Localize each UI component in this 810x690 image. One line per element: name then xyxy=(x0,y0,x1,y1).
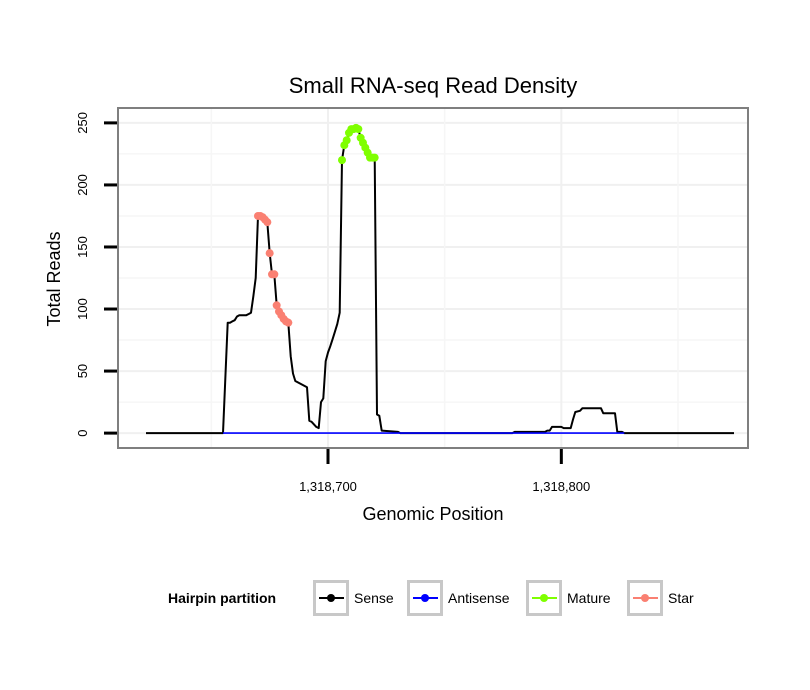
axes: 0 50 100 150 200 250 1,318,700 1,318,800 xyxy=(75,107,749,494)
series-mature-point xyxy=(354,125,363,134)
series-star-point xyxy=(272,301,281,310)
series-mature-point xyxy=(342,136,351,145)
series-star-point xyxy=(270,270,279,279)
legend-antisense-label: Antisense xyxy=(448,590,510,606)
grid-lines xyxy=(118,108,748,448)
series-mature-point xyxy=(370,153,379,162)
chart-title: Small RNA-seq Read Density xyxy=(289,73,578,98)
y-tick-label: 0 xyxy=(75,429,90,436)
legend-sense-key-point xyxy=(327,594,335,602)
legend-sense-label: Sense xyxy=(354,590,394,606)
legend-antisense-key-point xyxy=(421,594,429,602)
legend: Hairpin partition Sense Antisense Mature St… xyxy=(168,580,694,616)
y-axis-title: Total Reads xyxy=(44,231,64,326)
y-tick-label: 150 xyxy=(75,236,90,258)
series-mature-point xyxy=(338,156,346,165)
plot-border xyxy=(117,107,749,449)
x-axis-title: Genomic Position xyxy=(362,504,503,524)
legend-mature-label: Mature xyxy=(567,590,611,606)
series-star-point xyxy=(284,318,293,327)
y-tick-label: 200 xyxy=(75,174,90,196)
legend-mature-key-point xyxy=(540,594,548,602)
y-tick-label: 100 xyxy=(75,298,90,320)
series-star-point xyxy=(263,218,272,227)
legend-star-label: Star xyxy=(668,590,694,606)
legend-star-key-point xyxy=(641,594,649,602)
x-tick-label: 1,318,800 xyxy=(532,479,590,494)
x-tick-label: 1,318,700 xyxy=(299,479,357,494)
series-layer xyxy=(146,123,734,435)
y-tick-label: 50 xyxy=(75,364,90,378)
legend-title: Hairpin partition xyxy=(168,590,276,606)
series-star-point xyxy=(265,249,274,258)
y-tick-label: 250 xyxy=(75,112,90,134)
